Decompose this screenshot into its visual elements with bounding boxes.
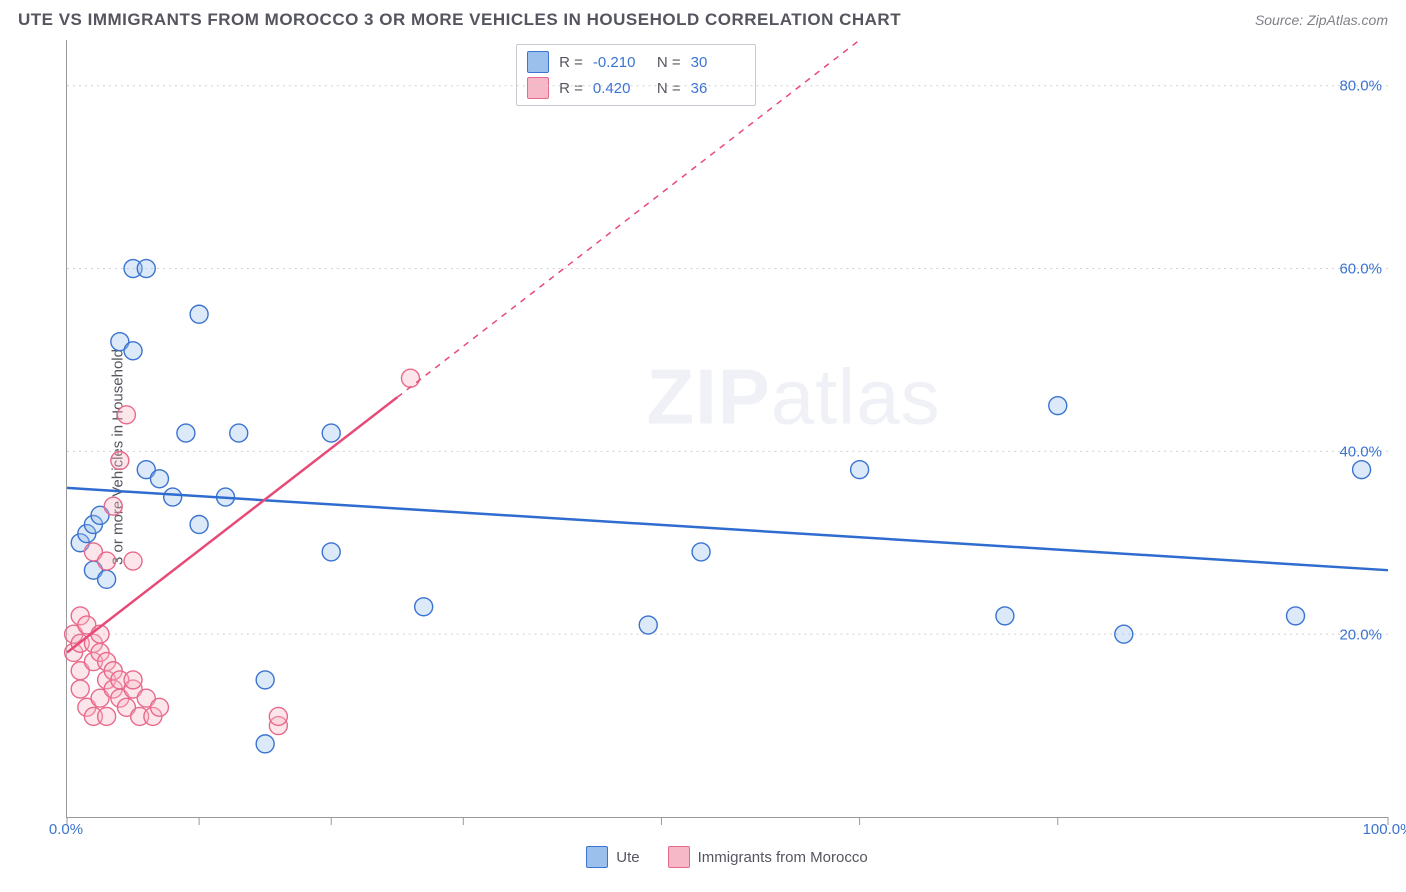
y-tick-label: 40.0% — [1339, 443, 1382, 460]
source-label: Source: ZipAtlas.com — [1255, 12, 1388, 28]
scatter-point — [98, 570, 116, 588]
scatter-point — [401, 369, 419, 387]
scatter-point — [230, 424, 248, 442]
plot-area: ZIPatlas R =-0.210N =30R =0.420N =36 20.… — [66, 40, 1388, 818]
x-tick-label: 0.0% — [49, 821, 83, 838]
scatter-point — [71, 680, 89, 698]
scatter-point — [177, 424, 195, 442]
scatter-point — [98, 707, 116, 725]
scatter-point — [137, 260, 155, 278]
scatter-point — [256, 735, 274, 753]
scatter-point — [190, 515, 208, 533]
scatter-point — [1049, 397, 1067, 415]
scatter-point — [98, 552, 116, 570]
scatter-point — [692, 543, 710, 561]
scatter-point — [150, 470, 168, 488]
scatter-point — [256, 671, 274, 689]
scatter-point — [269, 707, 287, 725]
trend-line-dashed — [397, 40, 859, 397]
scatter-point — [124, 552, 142, 570]
scatter-point — [1287, 607, 1305, 625]
scatter-point — [1115, 625, 1133, 643]
scatter-point — [415, 598, 433, 616]
y-tick-label: 80.0% — [1339, 77, 1382, 94]
scatter-point — [851, 461, 869, 479]
legend-swatch — [668, 846, 690, 868]
x-tick-label: 100.0% — [1363, 821, 1406, 838]
scatter-point — [1353, 461, 1371, 479]
scatter-point — [996, 607, 1014, 625]
y-tick-label: 20.0% — [1339, 626, 1382, 643]
legend-label: Ute — [616, 849, 639, 866]
scatter-point — [117, 406, 135, 424]
scatter-point — [322, 543, 340, 561]
legend-item: Immigrants from Morocco — [668, 846, 868, 868]
scatter-point — [104, 497, 122, 515]
scatter-point — [150, 698, 168, 716]
y-tick-label: 60.0% — [1339, 260, 1382, 277]
scatter-point — [124, 342, 142, 360]
scatter-point — [322, 424, 340, 442]
scatter-point — [190, 305, 208, 323]
chart-title: UTE VS IMMIGRANTS FROM MOROCCO 3 OR MORE… — [18, 10, 901, 30]
scatter-point — [111, 452, 129, 470]
legend-swatch — [586, 846, 608, 868]
bottom-legend: Ute Immigrants from Morocco — [66, 840, 1388, 874]
legend-label: Immigrants from Morocco — [698, 849, 868, 866]
scatter-point — [124, 671, 142, 689]
legend-item: Ute — [586, 846, 639, 868]
scatter-point — [639, 616, 657, 634]
scatter-point — [164, 488, 182, 506]
